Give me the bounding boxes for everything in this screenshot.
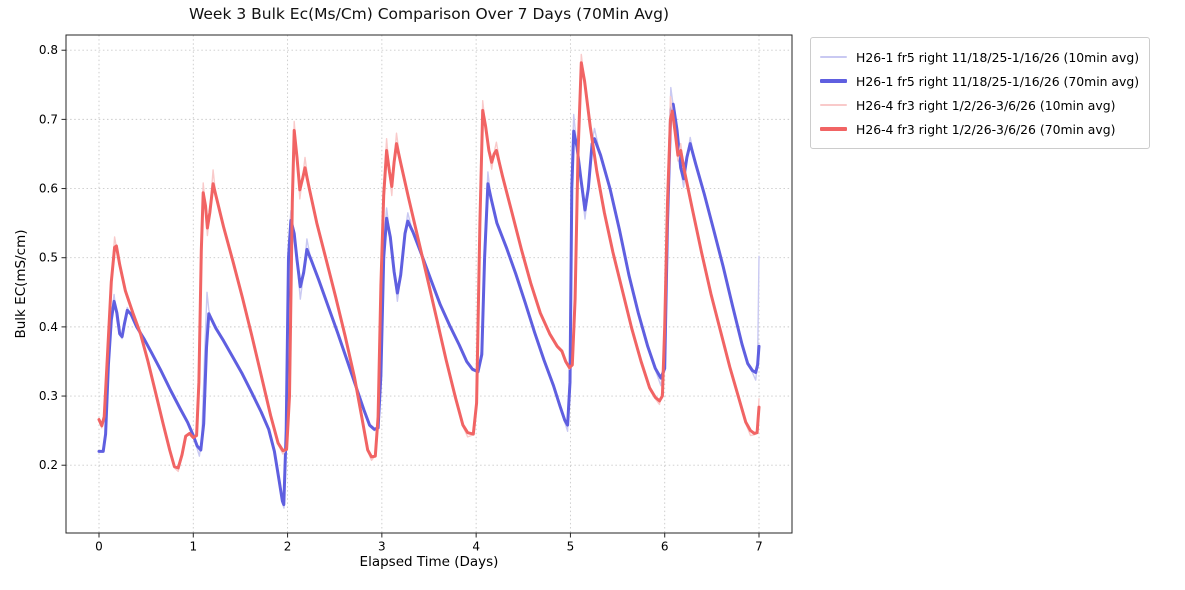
y-tick-label: 0.2 xyxy=(39,458,58,472)
series-lines xyxy=(97,53,761,509)
y-tick-label: 0.4 xyxy=(39,320,58,334)
chart-title: Week 3 Bulk Ec(Ms/Cm) Comparison Over 7 … xyxy=(188,5,670,23)
legend-line-swatch xyxy=(820,79,847,83)
y-tick-label: 0.5 xyxy=(39,251,58,265)
y-axis-label: Bulk EC(mS/cm) xyxy=(13,229,29,339)
legend: H26-1 fr5 right 11/18/25-1/16/26 (10min … xyxy=(810,37,1151,149)
legend-item-2: H26-4 fr3 right 1/2/26-3/6/26 (10min avg… xyxy=(820,93,1139,117)
legend-label: H26-4 fr3 right 1/2/26-3/6/26 (10min avg… xyxy=(856,97,1116,113)
x-tick-label: 2 xyxy=(284,540,292,554)
x-tick-label: 7 xyxy=(755,540,763,554)
legend-line-swatch xyxy=(820,104,847,106)
plot-frame xyxy=(65,34,793,534)
y-tick-label: 0.3 xyxy=(39,389,58,403)
axis-ticks: 0 1 2 3 4 5 6 7 0.2 0.3 0.4 0.5 0.6 0.7 0.8 xyxy=(39,43,763,553)
x-tick-label: 3 xyxy=(378,540,386,554)
x-tick-label: 4 xyxy=(472,540,480,554)
x-tick-label: 1 xyxy=(189,540,197,554)
legend-label: H26-1 fr5 right 11/18/25-1/16/26 (10min … xyxy=(856,49,1140,65)
series-line-3 xyxy=(97,61,761,470)
legend-label: H26-4 fr3 right 1/2/26-3/6/26 (70min avg… xyxy=(856,121,1116,137)
y-tick-label: 0.8 xyxy=(39,43,58,57)
x-tick-label: 6 xyxy=(661,540,669,554)
series-line-1 xyxy=(97,102,761,507)
y-tick-label: 0.7 xyxy=(39,112,58,126)
y-tick-label: 0.6 xyxy=(39,182,58,196)
legend-item-1: H26-1 fr5 right 11/18/25-1/16/26 (70min … xyxy=(820,69,1139,93)
gridlines xyxy=(66,35,792,533)
legend-line-swatch xyxy=(820,56,847,58)
legend-label: H26-1 fr5 right 11/18/25-1/16/26 (70min … xyxy=(856,73,1140,89)
legend-item-3: H26-4 fr3 right 1/2/26-3/6/26 (70min avg… xyxy=(820,117,1139,141)
x-axis-label: Elapsed Time (Days) xyxy=(359,554,499,570)
x-tick-label: 5 xyxy=(567,540,575,554)
legend-item-0: H26-1 fr5 right 11/18/25-1/16/26 (10min … xyxy=(820,45,1139,69)
x-tick-label: 0 xyxy=(95,540,103,554)
legend-line-swatch xyxy=(820,127,847,131)
